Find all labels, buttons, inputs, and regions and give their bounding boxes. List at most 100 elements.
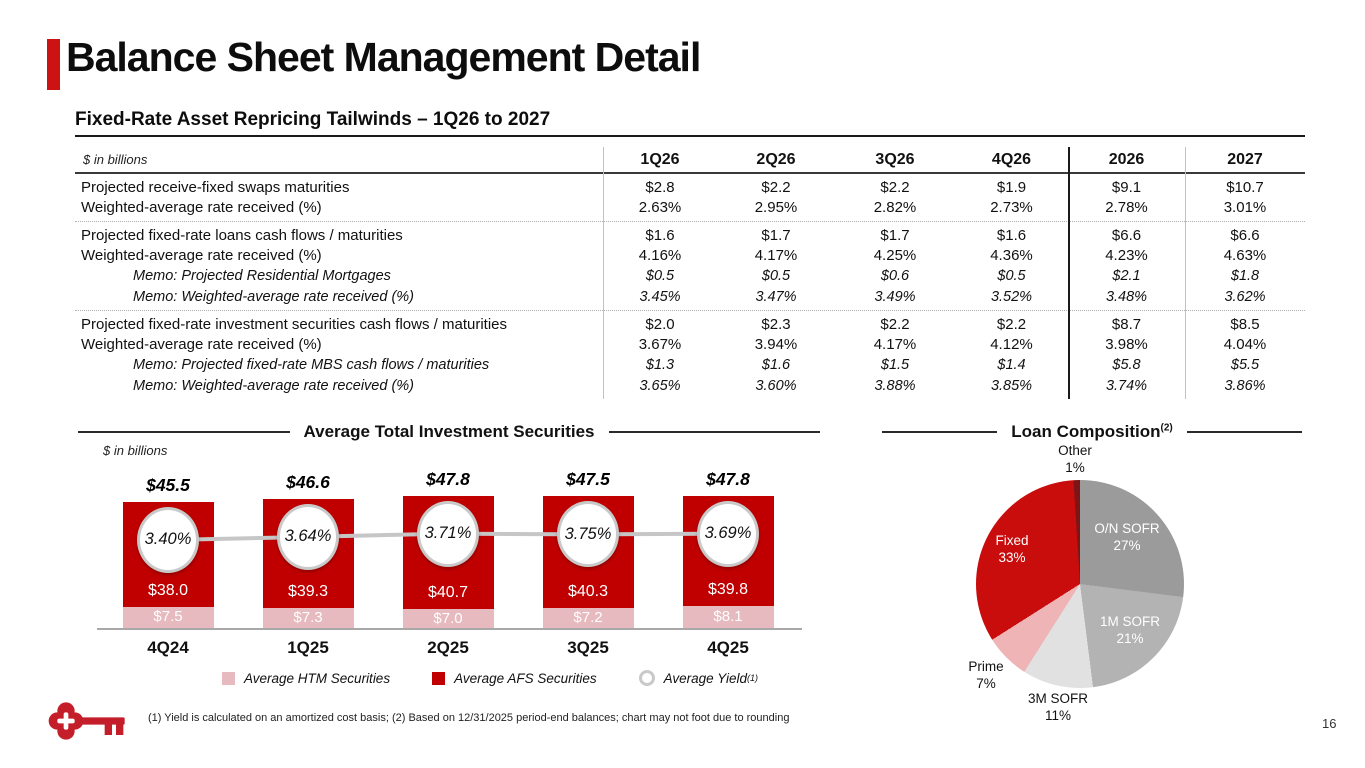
table-column-divider [603,147,604,399]
row-label: Memo: Projected Residential Mortgages [133,268,391,285]
column-header: 3Q26 [875,150,915,168]
table-annual-divider [1068,147,1070,399]
pie-label-prime: Prime 7% [951,658,1021,692]
table-cell: $2.8 [645,178,675,196]
pie-chart-title-text: Loan Composition(2) [1011,422,1172,442]
bar-total-value: $47.8 [706,468,750,489]
footnote-text: (1) Yield is calculated on an amortized … [148,712,790,724]
bar-category-label: 4Q24 [147,638,189,657]
table-cell: 3.67% [638,336,682,354]
column-header: 2026 [1108,150,1145,168]
footnote-ref-2: (2) [1160,422,1173,434]
table-cell: 4.63% [1223,247,1267,265]
row-label: Projected receive-fixed swaps maturities [81,178,350,196]
bar-chart-unit-label: $ in billions [103,443,168,458]
legend-circle-swatch [638,670,655,686]
yield-marker: 3.64% [277,503,339,570]
table-cell: 3.48% [1105,288,1148,305]
table-row: Projected fixed-rate loans cash flows / … [75,225,1305,246]
bar-afs-value: $39.8 [707,580,749,598]
table-cell: 3.86% [1224,377,1266,394]
table-cell: $10.7 [1226,178,1264,196]
table-group: Projected receive-fixed swaps maturities… [75,174,1305,221]
table-cell: $0.6 [880,268,910,285]
row-label: Weighted-average rate received (%) [81,247,322,265]
table-cell: $1.9 [996,178,1027,196]
legend-label: Average HTM Securities [244,670,391,686]
legend-label: Average AFS Securities [454,670,597,686]
table-cell: 3.01% [1223,199,1267,217]
pie-chart-title-label: Loan Composition [1011,422,1161,441]
legend-item: Average HTM Securities [222,671,390,686]
pie-label-other-name: Other [1058,443,1092,458]
table-cell: 3.88% [874,377,916,394]
table-cell: 4.36% [990,247,1033,265]
row-label: Projected fixed-rate loans cash flows / … [81,226,403,244]
table-cell: $1.6 [996,226,1027,244]
bar-category-label: 1Q25 [287,638,329,657]
legend-square-swatch [222,671,236,685]
table-cell: $1.5 [880,357,910,374]
table-cell: $2.2 [880,315,910,333]
bar-total-value: $46.6 [286,471,330,492]
pie-label-3m-sofr: 3M SOFR 11% [1008,690,1108,724]
bar-htm-segment: $7.3 [262,607,354,628]
page-number: 16 [1322,716,1337,731]
decorative-line [608,431,820,433]
bar-htm-segment: $8.1 [682,605,774,628]
table-cell: $1.6 [761,357,791,374]
yield-marker: 3.69% [697,500,759,567]
bar-afs-segment: $40.7 [402,495,494,609]
title-accent-bar [47,39,60,90]
table-cell: $5.8 [1112,357,1141,374]
bar-chart-legend: Average HTM Securities Average AFS Securi… [145,670,835,686]
table-cell: 4.12% [990,336,1033,354]
table-cell: $2.0 [645,315,675,333]
pie-label-3m-sofr-name: 3M SOFR [1027,691,1088,706]
table-row: Memo: Projected fixed-rate MBS cash flow… [75,355,1305,376]
table-cell: $0.5 [645,268,675,285]
row-label: Memo: Projected fixed-rate MBS cash flow… [133,357,490,374]
decorative-line [1186,431,1303,433]
table-cell: 4.17% [873,336,917,354]
table-row: Memo: Weighted-average rate received (%)… [75,287,1305,308]
table-cell: 4.04% [1223,336,1267,354]
bar-total-value: $47.8 [426,468,470,489]
bar-chart-title: Average Total Investment Securities [78,422,820,442]
table-cell: $1.8 [1230,268,1260,285]
repricing-table: $ in billions 1Q26 2Q26 3Q26 4Q26 2026 2027 P… [75,147,1305,399]
table-cell: $1.6 [645,226,675,244]
legend-item: Average AFS Securities [432,671,597,686]
table-cell: $2.2 [996,315,1027,333]
section-title-rule [75,135,1305,137]
row-label: Memo: Weighted-average rate received (%) [133,377,414,394]
table-row: Projected receive-fixed swaps maturities… [75,177,1305,198]
table-row: Weighted-average rate received (%) 4.16% 4… [75,246,1305,267]
table-cell: 2.95% [754,199,798,217]
table-column-divider [1185,147,1186,399]
table-cell: $9.1 [1111,178,1142,196]
bar-chart-title-text: Average Total Investment Securities [303,422,595,441]
pie-label-on-sofr-name: O/N SOFR [1094,521,1160,536]
row-label: Projected fixed-rate investment securiti… [81,315,507,333]
pie-label-prime-pct: 7% [976,676,996,691]
decorative-line [78,431,290,433]
bar-category-label: 2Q25 [427,638,469,657]
bar-htm-segment: $7.0 [402,608,494,628]
table-cell: $1.4 [997,357,1026,374]
table-cell: 3.94% [754,336,798,354]
bar-afs-value: $38.0 [147,582,189,600]
table-cell: $1.7 [880,226,910,244]
table-cell: 3.74% [1105,377,1148,394]
table-cell: 4.23% [1105,247,1148,265]
table-cell: $8.5 [1230,315,1260,333]
table-group: Projected fixed-rate loans cash flows / … [75,221,1305,310]
bar-chart-axis-line [97,628,802,630]
table-cell: 2.78% [1105,199,1148,217]
table-cell: 4.17% [754,247,798,265]
legend-square-swatch [432,671,446,685]
table-cell: $8.7 [1111,315,1142,333]
bar-afs-value: $40.7 [427,583,469,601]
pie-label-fixed: Fixed 33% [972,532,1052,566]
table-cell: $2.1 [1112,268,1141,285]
